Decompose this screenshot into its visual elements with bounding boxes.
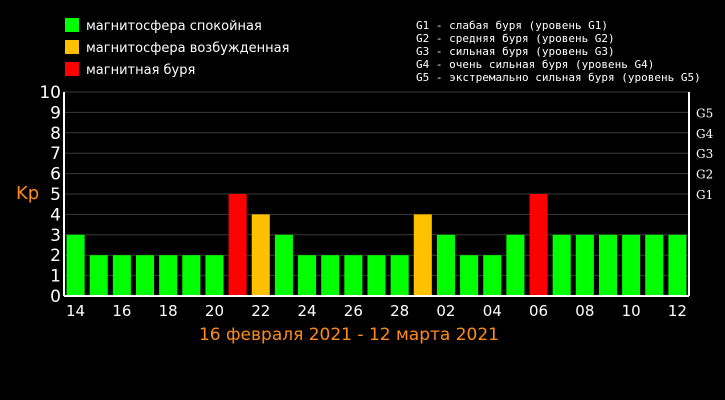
- g-tick-label: G1: [696, 188, 713, 202]
- legend-swatch-active: [65, 40, 79, 54]
- y-tick-label: 0: [50, 287, 61, 307]
- kp-bar: [483, 255, 502, 296]
- g-tick-label: G5: [696, 106, 713, 120]
- y-tick-label: 2: [50, 246, 61, 266]
- y-tick-label: 6: [50, 165, 61, 185]
- kp-bar: [228, 194, 247, 296]
- kp-bar: [321, 255, 340, 296]
- kp-bar: [112, 255, 131, 296]
- kp-bar: [390, 255, 409, 296]
- legend: магнитосфера спокойная магнитосфера возб…: [65, 18, 289, 78]
- storm-level-g1: G1 - слабая буря (уровень G1): [416, 19, 608, 32]
- legend-swatch-quiet: [65, 18, 79, 32]
- kp-bar: [135, 255, 155, 296]
- x-tick-label: 26: [344, 302, 363, 320]
- g-tick-labels: G1 G2 G3 G4 G5: [696, 106, 714, 202]
- y-tick-label: 9: [50, 103, 61, 123]
- kp-bar: [274, 234, 293, 296]
- y-tick-label: 7: [50, 144, 61, 164]
- x-axis-label: 16 февраля 2021 - 12 марта 2021: [199, 325, 499, 345]
- x-tick-label: 12: [668, 302, 687, 320]
- y-tick-label: 8: [50, 124, 61, 144]
- axes: [63, 92, 690, 297]
- storm-level-g3: G3 - сильная буря (уровень G3): [416, 45, 615, 58]
- x-tick-label: 10: [622, 302, 641, 320]
- legend-label-active: магнитосфера возбужденная: [86, 41, 289, 56]
- x-tick-labels: 14 16 18 20 22 24 26 28 02 04 06 08 10 12: [66, 302, 687, 320]
- x-tick-label: 02: [436, 302, 455, 320]
- kp-bar: [251, 214, 270, 296]
- kp-bar: [344, 255, 363, 296]
- y-tick-label: 5: [50, 185, 61, 205]
- kp-bar: [413, 214, 432, 296]
- x-tick-label: 20: [205, 302, 224, 320]
- kp-bar: [529, 194, 548, 296]
- kp-bar: [552, 234, 571, 296]
- legend-label-storm: магнитная буря: [86, 63, 195, 78]
- storm-level-g5: G5 - экстремально сильная буря (уровень …: [416, 71, 701, 84]
- y-tick-label: 4: [50, 205, 61, 225]
- x-tick-label: 28: [390, 302, 409, 320]
- kp-bar: [575, 234, 594, 296]
- kp-bar: [598, 234, 618, 296]
- kp-bar: [622, 234, 641, 296]
- bars: [66, 194, 687, 296]
- x-tick-label: 24: [298, 302, 317, 320]
- x-tick-label: 06: [529, 302, 548, 320]
- storm-level-g4: G4 - очень сильная буря (уровень G4): [416, 58, 654, 71]
- legend-label-quiet: магнитосфера спокойная: [86, 19, 262, 34]
- x-tick-label: 04: [483, 302, 502, 320]
- x-tick-label: 18: [159, 302, 178, 320]
- y-tick-label: 1: [50, 267, 61, 287]
- g-tick-label: G2: [696, 168, 713, 182]
- storm-level-g2: G2 - средняя буря (уровень G2): [416, 32, 615, 45]
- kp-bar: [367, 255, 386, 296]
- x-tick-label: 08: [575, 302, 594, 320]
- g-tick-label: G3: [696, 147, 713, 161]
- kp-bar: [460, 255, 479, 296]
- kp-bar: [645, 234, 664, 296]
- kp-bar: [182, 255, 201, 296]
- y-tick-label: 3: [50, 226, 61, 246]
- kp-bar: [436, 234, 455, 296]
- x-tick-label: 16: [112, 302, 131, 320]
- kp-bar: [66, 234, 85, 296]
- storm-levels: G1 - слабая буря (уровень G1) G2 - средн…: [416, 19, 701, 84]
- x-tick-label: 14: [66, 302, 85, 320]
- kp-bar: [298, 255, 317, 296]
- kp-bar: [668, 234, 687, 296]
- kp-bar: [205, 255, 224, 296]
- kp-bar: [89, 255, 108, 296]
- kp-bar: [159, 255, 178, 296]
- g-tick-label: G4: [696, 127, 714, 141]
- x-tick-label: 22: [251, 302, 270, 320]
- legend-swatch-storm: [65, 62, 79, 76]
- kp-bar: [506, 234, 525, 296]
- y-tick-label: 10: [39, 83, 61, 103]
- y-axis-label: Kp: [16, 183, 39, 204]
